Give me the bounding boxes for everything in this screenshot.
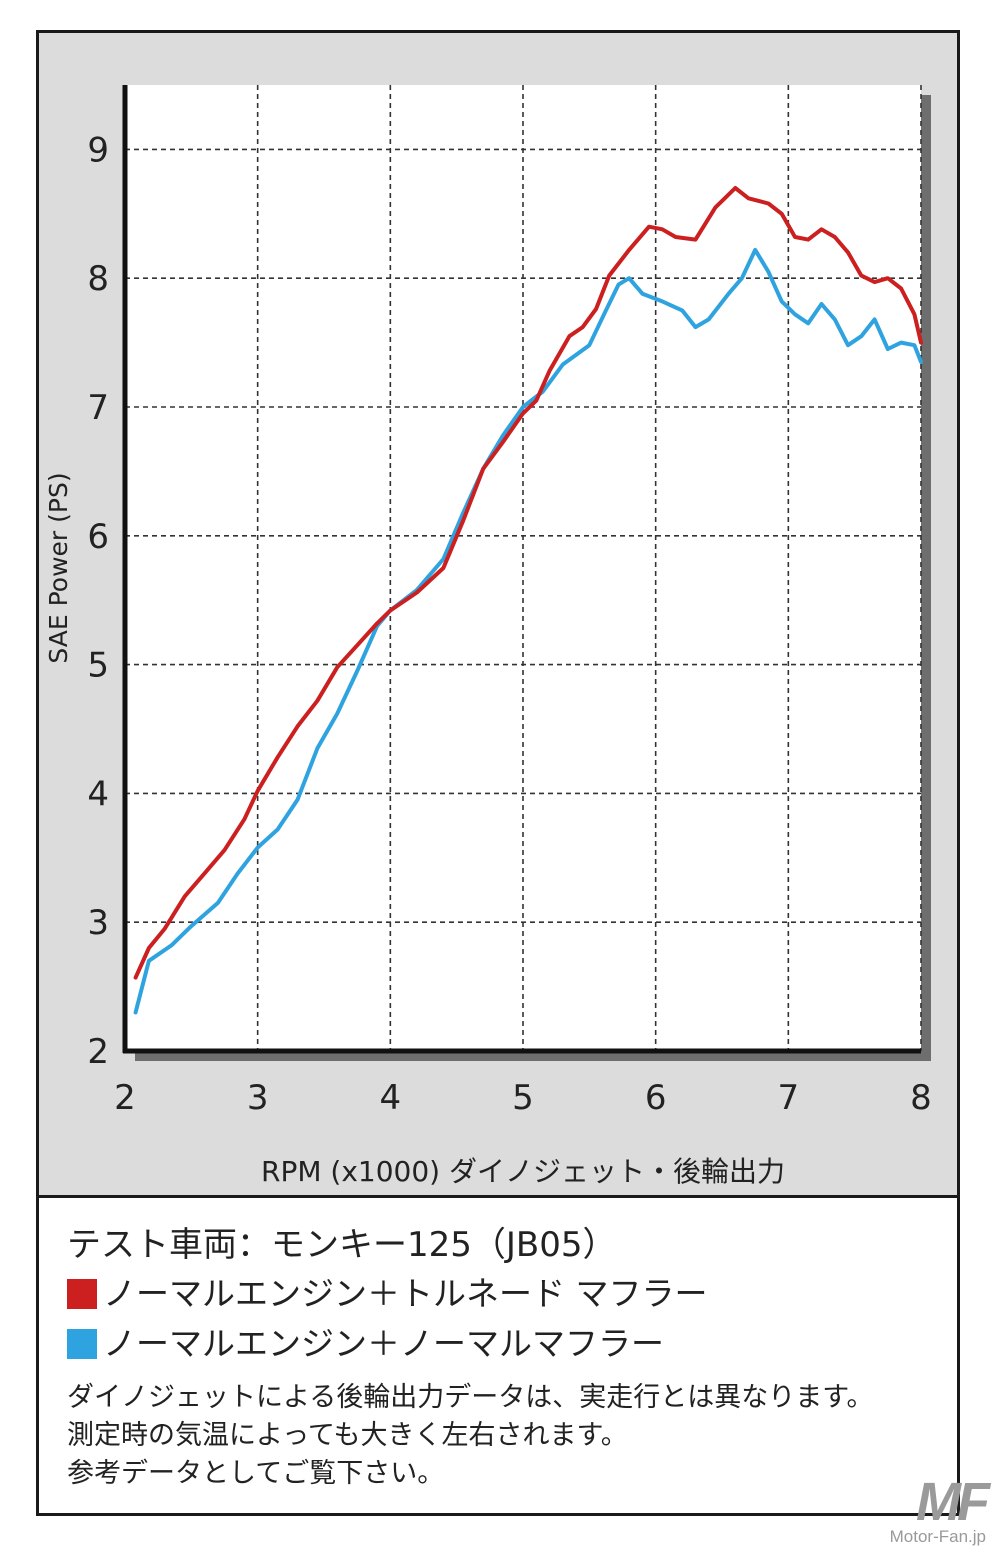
test-vehicle-text: テスト車両：モンキー125（JB05） bbox=[67, 1225, 617, 1265]
note-line-2: 測定時の気温によっても大きく左右されます。 bbox=[67, 1420, 628, 1451]
y-tick-label: 7 bbox=[87, 388, 109, 428]
legend-item-normal: ノーマルエンジン＋ノーマルマフラー bbox=[67, 1319, 947, 1369]
y-tick-label: 8 bbox=[87, 259, 109, 299]
watermark-site-text: Motor-Fan.jp bbox=[889, 1527, 986, 1546]
y-axis-title: SAE Power (PS) bbox=[44, 472, 73, 663]
x-tick-label: 2 bbox=[114, 1078, 136, 1118]
note-line-3: 参考データとしてご覧下さい。 bbox=[67, 1458, 445, 1489]
legend-swatch-red bbox=[67, 1279, 97, 1309]
motor-fan-logo: MF bbox=[916, 1472, 990, 1532]
y-tick-label: 5 bbox=[87, 646, 109, 686]
y-tick-label: 2 bbox=[87, 1032, 109, 1072]
chart-panel: 2 3 4 5 6 7 8 9 2 3 4 5 6 7 8 SAE Power (PS) RPM (x1000)… bbox=[39, 33, 957, 1198]
y-tick-label: 4 bbox=[87, 774, 109, 814]
motor-fan-watermark: MF Motor-Fan.jp bbox=[889, 1472, 990, 1546]
x-tick-label: 5 bbox=[512, 1078, 534, 1118]
note-line-1: ダイノジェットによる後輪出力データは、実走行とは異なります。 bbox=[67, 1382, 874, 1413]
legend-swatch-blue bbox=[67, 1329, 97, 1359]
legend-label-normal: ノーマルエンジン＋ノーマルマフラー bbox=[103, 1324, 664, 1363]
series-line-tornado bbox=[133, 186, 923, 980]
legend-item-tornado: ノーマルエンジン＋トルネード マフラー bbox=[67, 1269, 947, 1319]
y-tick-label: 3 bbox=[87, 903, 109, 943]
chart-frame: 2 3 4 5 6 7 8 9 2 3 4 5 6 7 8 SAE Power (PS) RPM (x1000)… bbox=[36, 30, 960, 1516]
power-chart: 2 3 4 5 6 7 8 9 2 3 4 5 6 7 8 SAE Power (PS) RPM (x1000)… bbox=[44, 85, 932, 1188]
x-axis-title: RPM (x1000) ダイノジェット・後輪出力 bbox=[261, 1155, 785, 1188]
x-tick-label: 3 bbox=[247, 1078, 269, 1118]
x-tick-label: 7 bbox=[778, 1078, 800, 1118]
info-section: テスト車両：モンキー125（JB05） ノーマルエンジン＋トルネード マフラー … bbox=[67, 1221, 947, 1493]
series-line-normal bbox=[133, 247, 923, 1015]
y-tick-label: 9 bbox=[87, 130, 109, 170]
y-tick-label: 6 bbox=[87, 517, 109, 557]
disclaimer-note: ダイノジェットによる後輪出力データは、実走行とは異なります。 測定時の気温によっ… bbox=[67, 1379, 947, 1493]
legend-label-tornado: ノーマルエンジン＋トルネード マフラー bbox=[103, 1274, 708, 1313]
x-tick-label: 4 bbox=[380, 1078, 402, 1118]
x-tick-label: 8 bbox=[910, 1078, 932, 1118]
x-tick-label: 6 bbox=[645, 1078, 667, 1118]
